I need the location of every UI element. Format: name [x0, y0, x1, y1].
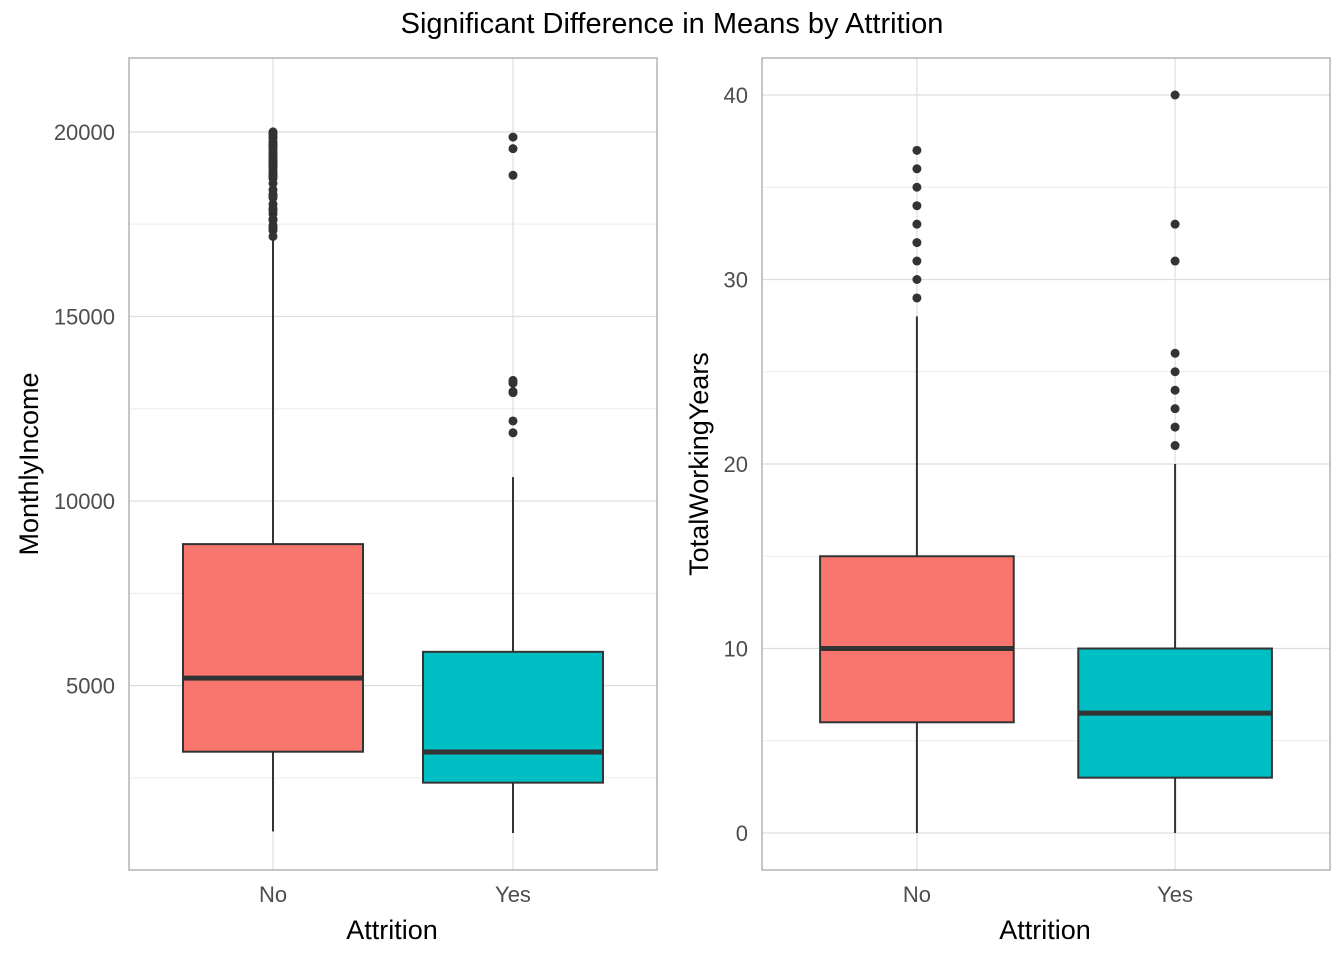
outlier-point — [508, 375, 518, 385]
outlier-point — [912, 293, 922, 303]
x-axis-title: Attrition — [999, 915, 1091, 945]
outlier-point — [912, 182, 922, 192]
outlier-point — [1170, 256, 1180, 266]
y-tick-label: 20000 — [54, 120, 115, 145]
outlier-point — [1170, 219, 1180, 229]
box-yes — [422, 650, 604, 784]
outlier-point — [912, 164, 922, 174]
y-tick-label: 15000 — [54, 304, 115, 329]
box-no — [182, 543, 364, 753]
outlier-point — [1170, 348, 1180, 358]
outlier-point — [268, 199, 278, 209]
outlier-point — [1170, 90, 1180, 100]
y-tick-label: 0 — [736, 821, 748, 846]
outlier-point — [912, 145, 922, 155]
outlier-point — [1170, 422, 1180, 432]
outlier-point — [912, 219, 922, 229]
outlier-point — [1170, 385, 1180, 395]
panel-border — [761, 57, 1331, 871]
outlier-point — [1170, 367, 1180, 377]
panel-border — [128, 57, 658, 871]
chart-title: Significant Difference in Means by Attri… — [401, 8, 944, 40]
outlier-point — [508, 416, 518, 426]
outlier-point — [508, 387, 518, 397]
outlier-point — [912, 238, 922, 248]
x-axis-title: Attrition — [346, 915, 438, 945]
outlier-point — [508, 170, 518, 180]
y-tick-label: 10 — [724, 637, 748, 662]
x-tick-label: No — [903, 882, 931, 907]
outlier-point — [1170, 441, 1180, 451]
y-tick-label: 5000 — [66, 674, 115, 699]
y-axis-title: TotalWorkingYears — [684, 352, 714, 576]
y-tick-label: 10000 — [54, 489, 115, 514]
outlier-point — [912, 275, 922, 284]
outlier-point — [912, 201, 922, 211]
outlier-point — [508, 144, 518, 154]
x-tick-label: Yes — [1157, 882, 1193, 907]
x-tick-label: No — [259, 882, 287, 907]
y-tick-label: 20 — [724, 452, 748, 477]
outlier-point — [912, 256, 922, 266]
outlier-point — [508, 428, 518, 438]
outlier-point — [268, 127, 278, 137]
x-tick-label: Yes — [495, 882, 531, 907]
box-no — [819, 555, 1015, 724]
panel-monthly-income: 5000 10000 15000 20000 No Yes Attrition Monthly… — [14, 57, 658, 945]
y-tick-label: 30 — [724, 268, 748, 293]
y-tick-label: 40 — [724, 83, 748, 108]
outlier-point — [1170, 404, 1180, 414]
outlier-point — [508, 132, 518, 142]
y-axis-title: MonthlyIncome — [14, 372, 44, 555]
panel-total-working-years: 0 10 20 30 40 No Yes Attrition TotalWorkingYears — [684, 57, 1331, 945]
outlier-point — [268, 185, 278, 195]
